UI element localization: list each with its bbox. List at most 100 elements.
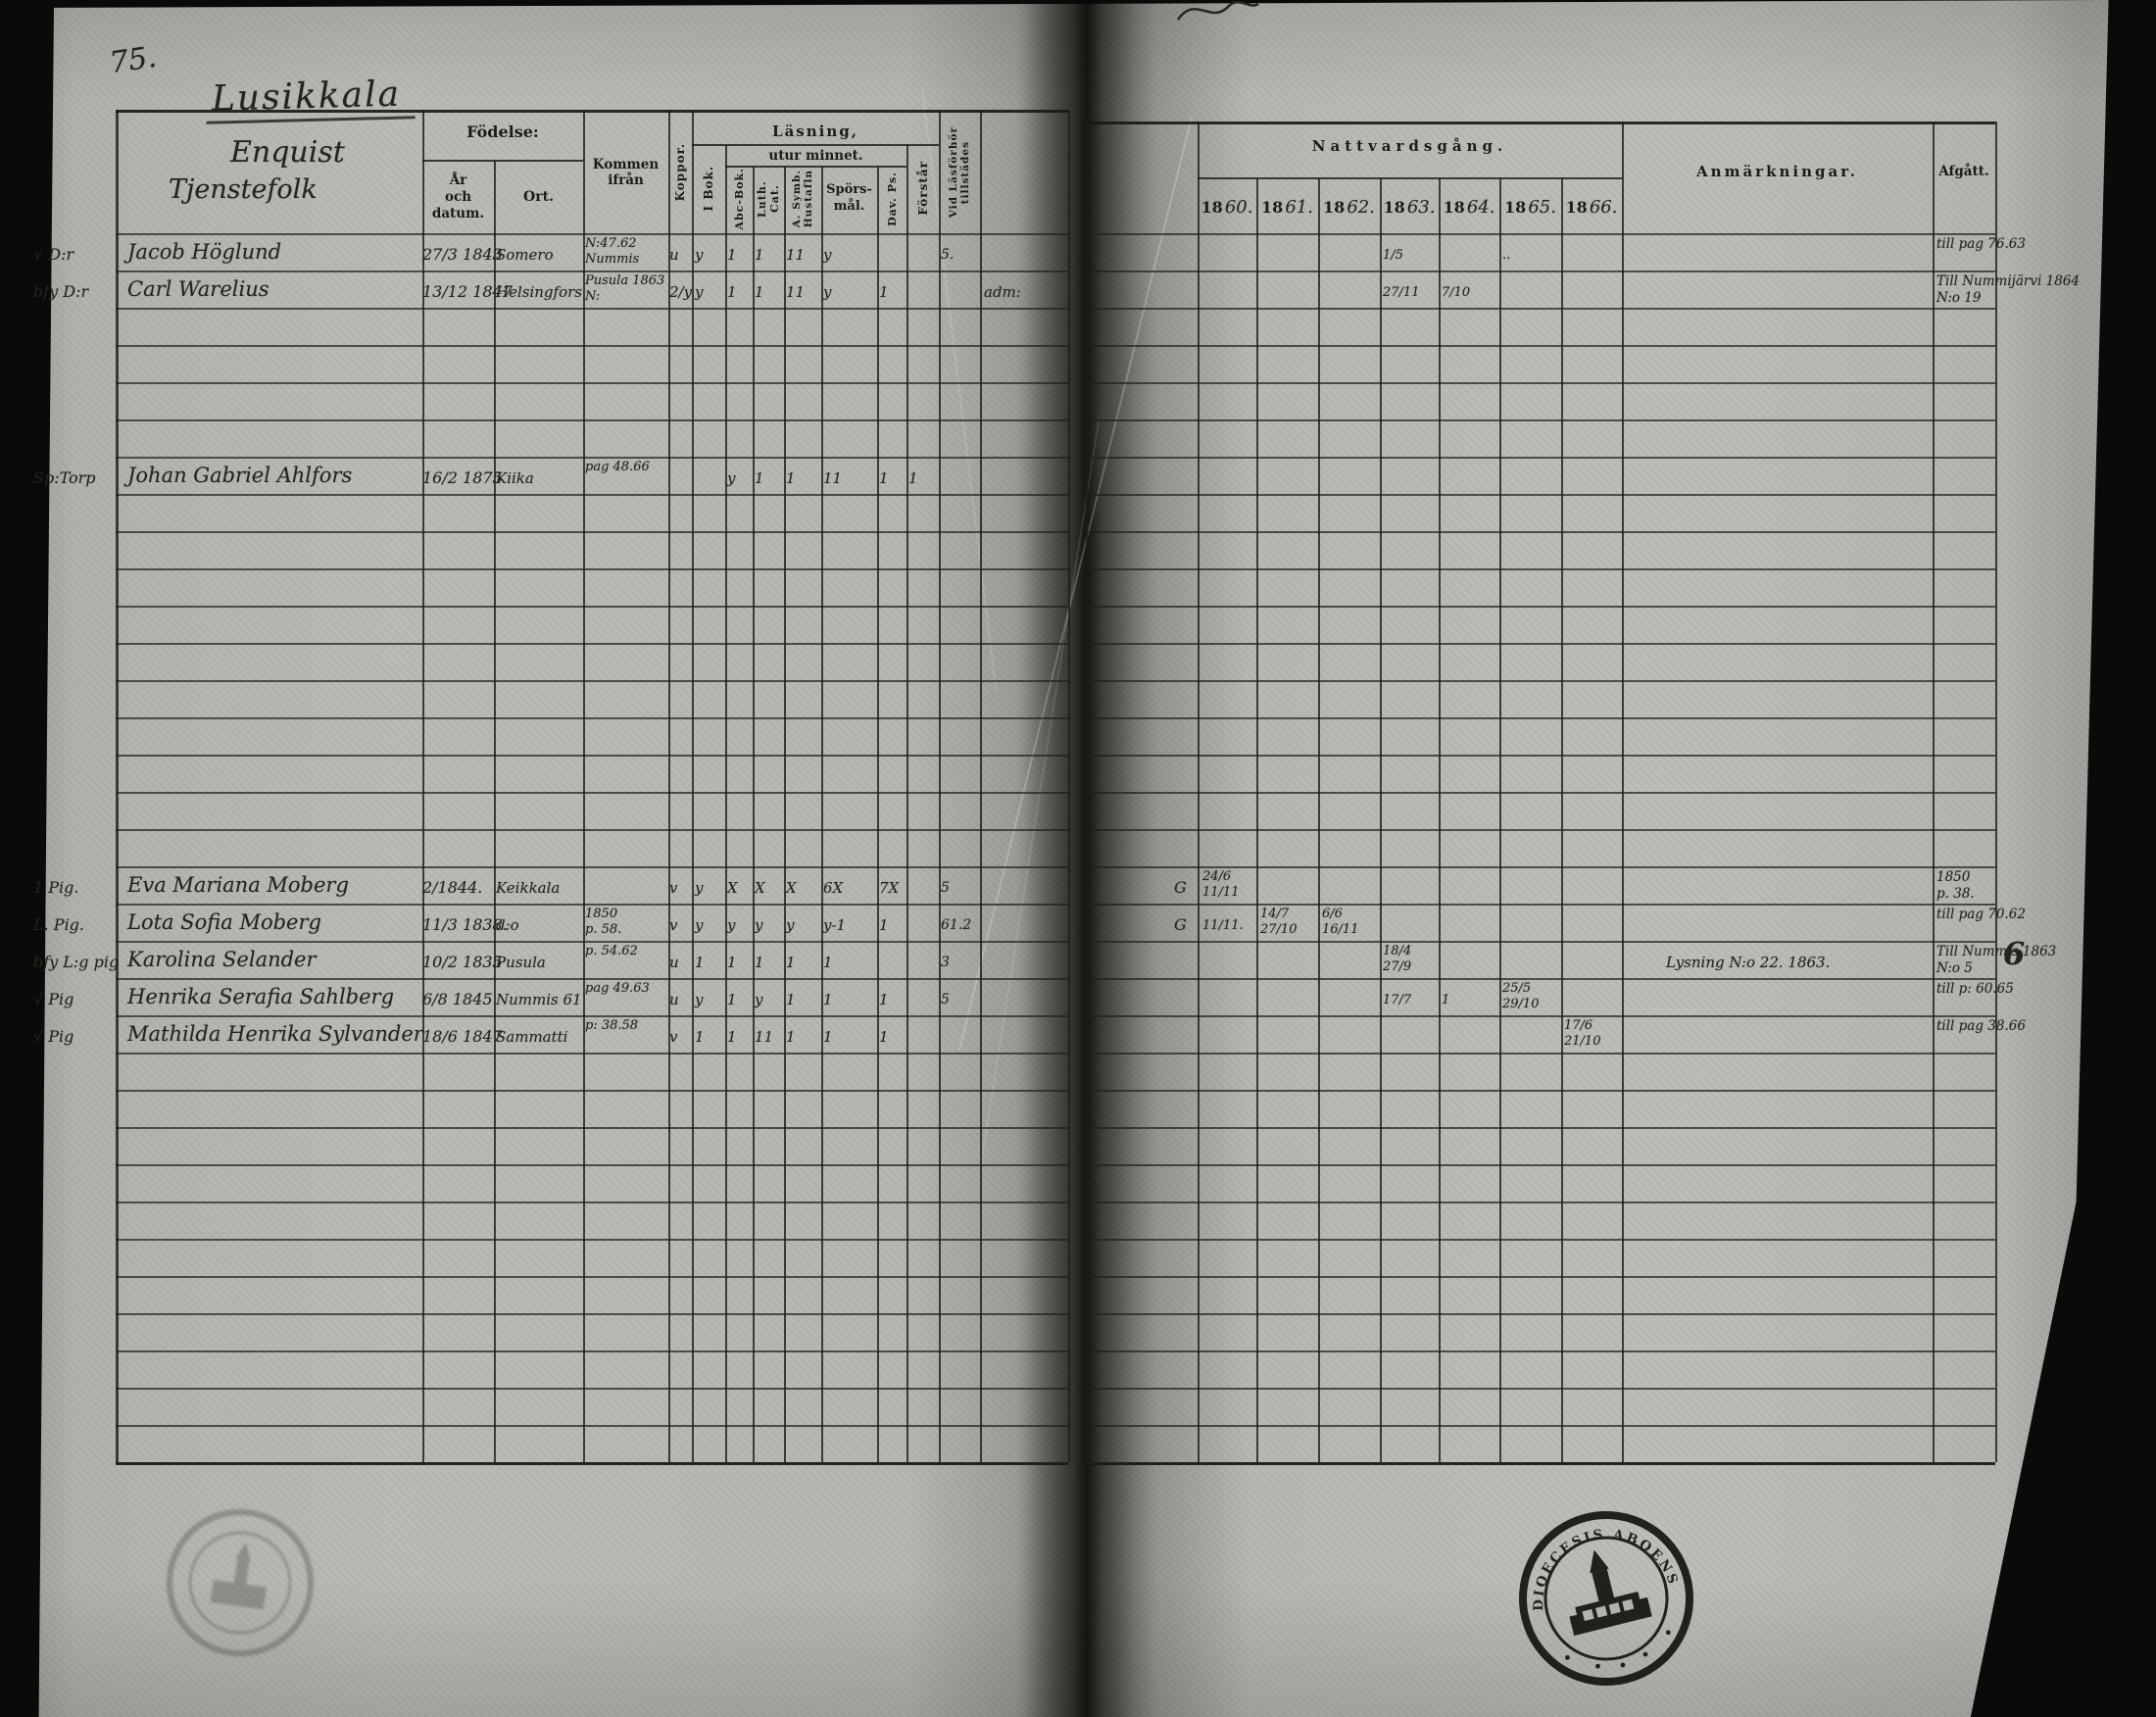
entry-spors: 1 [823, 991, 833, 1008]
entry-anmarkning: Lysning N:o 22. 1863. [1666, 954, 1831, 971]
column-line [1995, 122, 1997, 1462]
column-line [668, 110, 670, 1462]
entry-hust: 11 [786, 283, 806, 301]
entry-forstar: 1 [908, 469, 918, 487]
entry-i_bok: y [695, 916, 704, 934]
group-name-line1: Enquist [230, 135, 345, 170]
entry-spors: y-1 [823, 916, 847, 934]
entry-abc: y [727, 469, 736, 487]
entry-luth: 1 [755, 469, 764, 487]
entry-spors: 11 [823, 469, 843, 487]
column-line [1380, 178, 1382, 1462]
entry-y1866: 17/6 21/10 [1564, 1018, 1601, 1049]
entry-hust: 1 [786, 954, 796, 971]
column-line [583, 110, 585, 1462]
entry-g: G [1174, 878, 1187, 897]
entry-born: 2/1844. [422, 878, 483, 897]
entry-koppor: u [669, 991, 679, 1008]
column-line [1933, 122, 1935, 1462]
column-line [494, 161, 496, 1462]
year-prefix-printed: 18 [1443, 197, 1465, 217]
entry-dav: 1 [879, 469, 889, 487]
header-fodelse: Födelse: [466, 122, 539, 141]
entry-name: Lota Sofia Moberg [127, 910, 321, 934]
entry-luth: 1 [755, 246, 764, 264]
entry-name: Jacob Höglund [127, 240, 282, 264]
entry-born: 11/3 1838. [422, 915, 508, 934]
entry-y1863: 1/5 [1383, 248, 1403, 263]
left-table-rows [116, 233, 1068, 1464]
entry-vid: 5. [941, 247, 955, 263]
header-i-bok: I Bok. [702, 165, 715, 212]
entry-koppor: v [669, 1028, 678, 1046]
column-line [784, 167, 786, 1462]
column-line [692, 110, 694, 1462]
entry-kommen: Pusula 1863 N: [585, 273, 665, 304]
header-kommen-ifran: Kommen ifrån [592, 157, 660, 188]
entry-dav: 1 [879, 1028, 889, 1046]
entry-luth: y [755, 916, 763, 934]
entry-afgatt: till p: 60.65 [1936, 981, 2014, 997]
header-luth-cat: Luth. Cat. [756, 180, 781, 218]
page-title: Lusikkala [205, 74, 416, 124]
entry-hust: 11 [786, 246, 806, 264]
entry-y1862: 6/6 16/11 [1322, 907, 1359, 937]
entry-kommen: p. 54.62 [585, 944, 638, 958]
column-line [877, 167, 879, 1462]
column-line [939, 110, 941, 1462]
entry-margin: Sp:Torp [33, 468, 96, 487]
entry-i_bok: y [695, 991, 704, 1008]
corner-squiggle-mark [1176, 1, 1259, 21]
entry-born: 18/6 1847 [422, 1027, 503, 1046]
group-name-line2: Tjenstefolk [169, 174, 318, 205]
faint-parish-stamp [166, 1508, 315, 1657]
entry-luth: 1 [755, 954, 764, 971]
entry-born: 6/8 1845 [422, 990, 493, 1008]
header-sporsmal: Spörs- mål. [826, 182, 872, 214]
entry-kommen: N:47.62 Nummis [585, 236, 640, 267]
entry-abc: 1 [727, 283, 737, 301]
entry-afgatt: Till Nummis 1863 N:o 5 [1936, 944, 2057, 976]
entry-spors: 1 [823, 1028, 833, 1046]
year-suffix-handwritten: 66. [1589, 196, 1618, 218]
entry-born: 27/3 1843 [422, 245, 503, 264]
column-line [1439, 178, 1441, 1462]
year-prefix-printed: 18 [1383, 197, 1405, 217]
entry-abc: 1 [727, 246, 737, 264]
column-line [1198, 122, 1200, 1462]
entry-g: G [1174, 915, 1187, 934]
entry-name: Henrika Serafia Sahlberg [127, 985, 395, 1008]
entry-ort: Somero [496, 246, 554, 264]
year-prefix-printed: 18 [1504, 197, 1527, 217]
header-forstar: Förstår [915, 161, 930, 216]
entry-y1863: 17/7 [1383, 993, 1412, 1007]
entry-ort: Helsingfors [496, 283, 582, 301]
year-suffix-handwritten: 63. [1406, 196, 1436, 218]
entry-name: Carl Warelius [127, 277, 270, 301]
entry-hust: y [786, 916, 795, 934]
header-ar-och-datum: År och datum. [431, 172, 485, 221]
entry-born: 10/2 1835 [422, 953, 503, 971]
lasning-underline [692, 144, 939, 146]
year-suffix-handwritten: 64. [1466, 196, 1495, 218]
entry-margin: bfy D:r [33, 282, 89, 301]
entry-ort: Pusula [496, 954, 546, 971]
column-line [1068, 110, 1070, 1462]
header-abc-bok: Abc-Bok. [732, 168, 746, 230]
entry-afgatt: till pag 76.63 [1936, 236, 2026, 252]
entry-ort: Sammatti [496, 1028, 568, 1046]
entry-i_bok: 1 [695, 1028, 705, 1046]
entry-spors: 6X [823, 879, 844, 897]
entry-dav: 1 [879, 283, 889, 301]
entry-koppor: v [669, 916, 678, 934]
column-line [753, 167, 755, 1462]
entry-abc: 1 [727, 954, 737, 971]
right-table-top-border [1086, 122, 1995, 124]
entry-hust: X [786, 879, 797, 897]
communion-year-header: 18 65. [1499, 186, 1561, 227]
year-prefix-printed: 18 [1261, 197, 1284, 217]
left-table-top-border [116, 110, 1068, 113]
entry-kommen: pag 49.63 [585, 981, 650, 996]
entry-extra: adm: [984, 283, 1021, 301]
